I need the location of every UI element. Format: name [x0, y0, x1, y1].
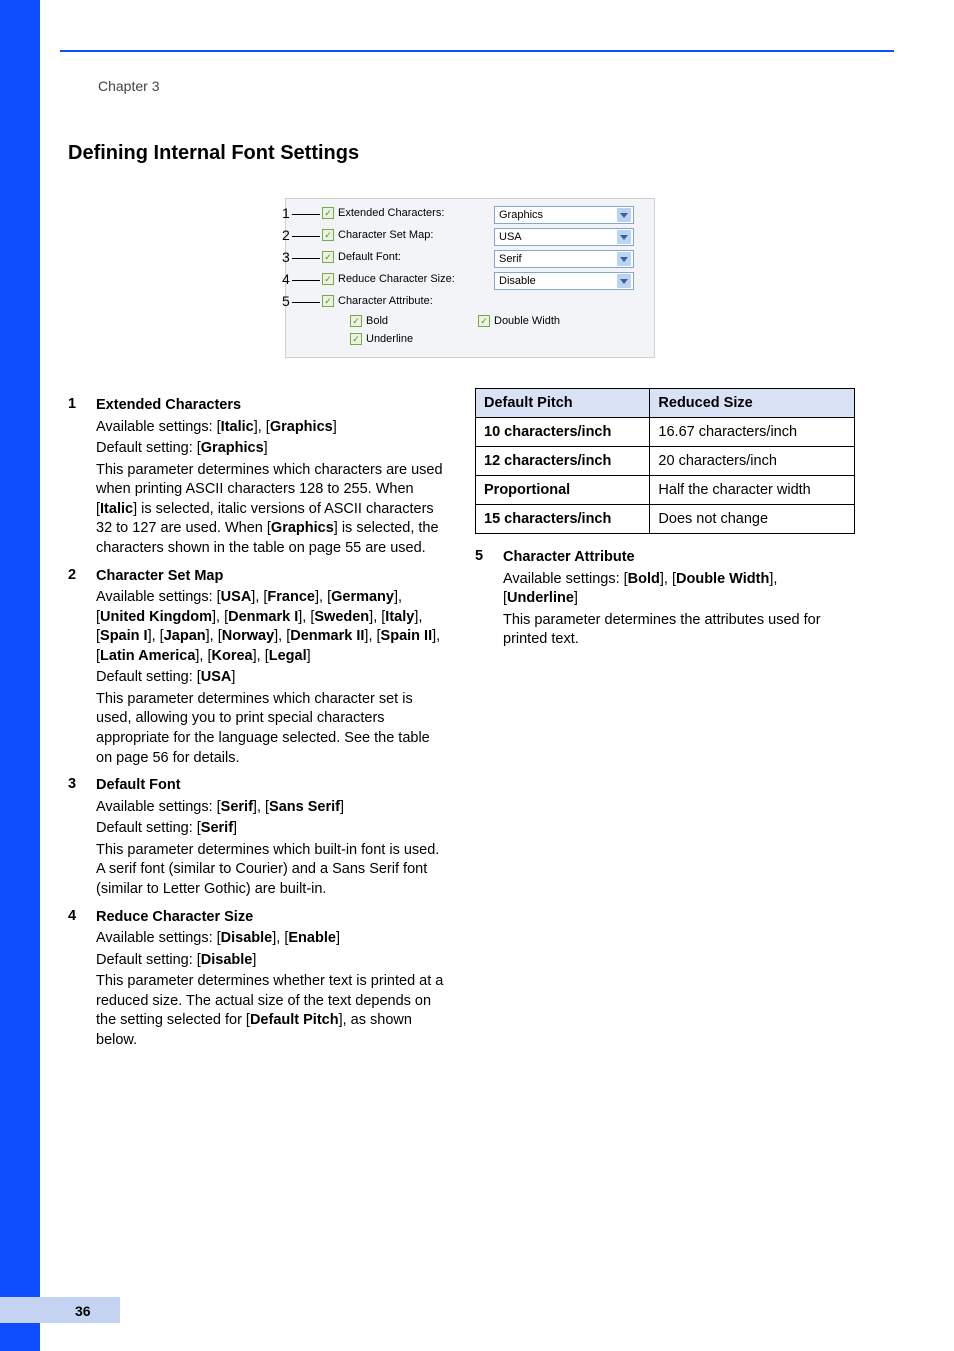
chevron-down-icon: [617, 230, 631, 244]
opt-character-set-map[interactable]: Character Set Map:: [322, 229, 433, 241]
select-default-font[interactable]: Serif: [494, 250, 634, 268]
page-number: 36: [75, 1303, 91, 1319]
opt-extended-characters[interactable]: Extended Characters:: [322, 207, 444, 219]
chapter-label: Chapter 3: [98, 78, 159, 94]
top-rule: [60, 50, 894, 52]
opt-reduce-character-size[interactable]: Reduce Character Size:: [322, 273, 455, 285]
callout-1: 1: [282, 205, 290, 221]
item-available: Available settings: [Bold], [Double Widt…: [503, 570, 855, 609]
callout-2: 2: [282, 227, 290, 243]
item-num: 2: [68, 567, 96, 769]
select-extended-characters[interactable]: Graphics: [494, 206, 634, 224]
checkbox-icon: [350, 333, 362, 345]
item-2: 2 Character Set Map Available settings: …: [68, 567, 448, 769]
item-title: Character Attribute: [503, 548, 855, 568]
select-character-set-map[interactable]: USA: [494, 228, 634, 246]
table-row: 12 characters/inch20 characters/inch: [476, 447, 855, 476]
callout-4: 4: [282, 271, 290, 287]
checkbox-icon: [322, 207, 334, 219]
item-desc: This parameter determines which characte…: [96, 461, 448, 559]
opt-attr-double-width[interactable]: Double Width: [478, 315, 560, 327]
opt-label: Character Attribute:: [338, 295, 433, 307]
callout-line: [292, 214, 320, 215]
item-available: Available settings: [USA], [France], [Ge…: [96, 588, 448, 666]
select-value: Serif: [499, 253, 522, 265]
item-title: Character Set Map: [96, 567, 448, 587]
callout-3: 3: [282, 249, 290, 265]
font-settings-dialog: 1 2 3 4 5 Extended Characters: Graphics …: [285, 198, 655, 358]
pitch-table: Default Pitch Reduced Size 10 characters…: [475, 388, 855, 534]
callout-line: [292, 236, 320, 237]
opt-label: Bold: [366, 315, 388, 327]
footer-strip: [0, 1297, 120, 1323]
item-default: Default setting: [Serif]: [96, 819, 448, 839]
item-title: Default Font: [96, 776, 448, 796]
item-title: Reduce Character Size: [96, 908, 448, 928]
chevron-down-icon: [617, 208, 631, 222]
item-desc: This parameter determines the attributes…: [503, 611, 855, 650]
select-value: Graphics: [499, 209, 543, 221]
callout-line: [292, 258, 320, 259]
select-value: Disable: [499, 275, 536, 287]
item-3: 3 Default Font Available settings: [Seri…: [68, 776, 448, 899]
right-column: Default Pitch Reduced Size 10 characters…: [475, 388, 855, 650]
opt-label: Character Set Map:: [338, 229, 433, 241]
checkbox-icon: [322, 273, 334, 285]
item-num: 4: [68, 908, 96, 1051]
left-column: 1 Extended Characters Available settings…: [68, 388, 448, 1050]
item-default: Default setting: [Disable]: [96, 951, 448, 971]
opt-attr-underline[interactable]: Underline: [350, 333, 413, 345]
opt-label: Double Width: [494, 315, 560, 327]
opt-label: Underline: [366, 333, 413, 345]
checkbox-icon: [322, 251, 334, 263]
callout-line: [292, 280, 320, 281]
table-row: 10 characters/inch16.67 characters/inch: [476, 418, 855, 447]
item-title: Extended Characters: [96, 396, 448, 416]
item-5: 5 Character Attribute Available settings…: [475, 548, 855, 650]
chevron-down-icon: [617, 252, 631, 266]
checkbox-icon: [478, 315, 490, 327]
item-desc: This parameter determines whether text i…: [96, 972, 448, 1050]
item-desc: This parameter determines which built-in…: [96, 841, 448, 900]
table-row: 15 characters/inchDoes not change: [476, 505, 855, 534]
table-header: Reduced Size: [650, 389, 855, 418]
callout-5: 5: [282, 293, 290, 309]
checkbox-icon: [350, 315, 362, 327]
table-row: ProportionalHalf the character width: [476, 476, 855, 505]
checkbox-icon: [322, 229, 334, 241]
sidebar-strip: [0, 0, 40, 1351]
item-available: Available settings: [Disable], [Enable]: [96, 929, 448, 949]
opt-character-attribute[interactable]: Character Attribute:: [322, 295, 433, 307]
opt-attr-bold[interactable]: Bold: [350, 315, 388, 327]
item-desc: This parameter determines which characte…: [96, 690, 448, 768]
item-default: Default setting: [USA]: [96, 668, 448, 688]
table-header: Default Pitch: [476, 389, 650, 418]
callout-line: [292, 302, 320, 303]
item-num: 1: [68, 396, 96, 559]
item-1: 1 Extended Characters Available settings…: [68, 396, 448, 559]
select-value: USA: [499, 231, 522, 243]
chevron-down-icon: [617, 274, 631, 288]
opt-default-font[interactable]: Default Font:: [322, 251, 401, 263]
item-available: Available settings: [Italic], [Graphics]: [96, 418, 448, 438]
select-reduce-character-size[interactable]: Disable: [494, 272, 634, 290]
item-4: 4 Reduce Character Size Available settin…: [68, 908, 448, 1051]
item-default: Default setting: [Graphics]: [96, 439, 448, 459]
checkbox-icon: [322, 295, 334, 307]
opt-label: Reduce Character Size:: [338, 273, 455, 285]
item-num: 3: [68, 776, 96, 899]
opt-label: Extended Characters:: [338, 207, 444, 219]
opt-label: Default Font:: [338, 251, 401, 263]
page-title: Defining Internal Font Settings: [68, 142, 359, 165]
item-num: 5: [475, 548, 503, 650]
item-available: Available settings: [Serif], [Sans Serif…: [96, 798, 448, 818]
